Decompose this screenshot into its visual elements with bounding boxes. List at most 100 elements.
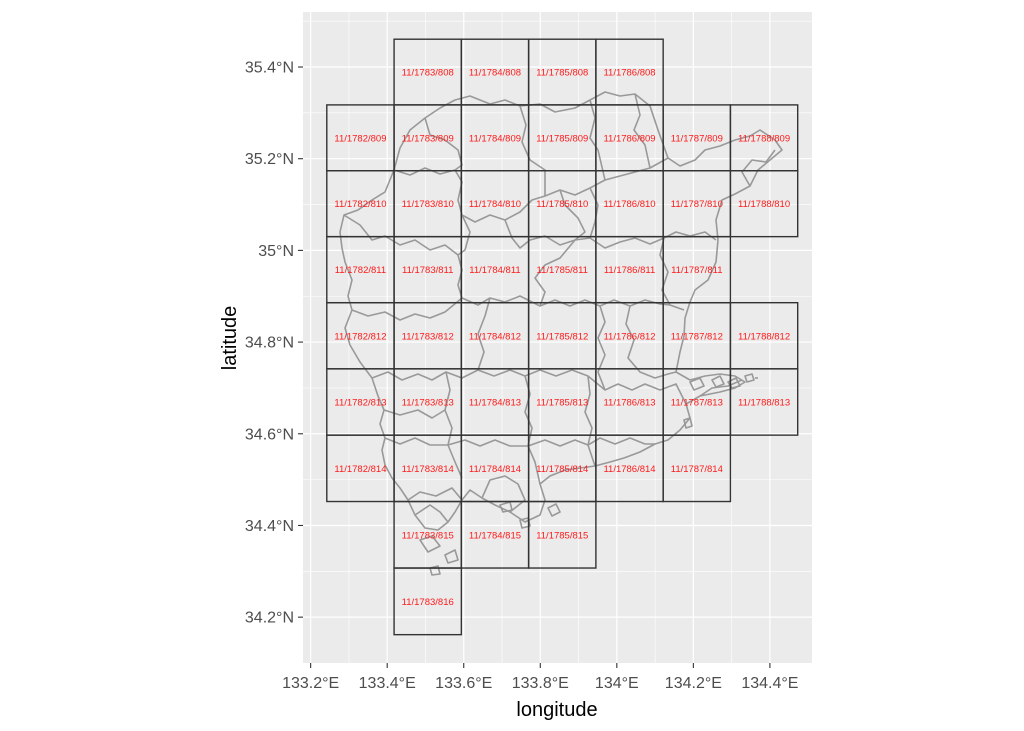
municipal-boundary	[504, 219, 591, 249]
island	[547, 503, 561, 517]
tile-label: 11/1785/810	[536, 199, 588, 210]
tile-label: 11/1783/816	[402, 597, 454, 608]
tile-label: 11/1784/812	[469, 331, 521, 342]
y-tick-label: 34.4°N	[245, 518, 294, 535]
tile-labels: 11/1783/808 11/1784/808 11/1785/808 11/1786…	[334, 68, 790, 608]
tile-label: 11/1785/811	[537, 265, 588, 276]
tile-label: 11/1784/813	[469, 397, 521, 408]
tile-cell	[527, 500, 597, 569]
island	[689, 377, 705, 391]
tile-grid	[326, 38, 799, 636]
x-tick-label: 133.2°E	[282, 675, 339, 692]
tile-label: 11/1788/809	[738, 133, 790, 144]
municipal-boundary	[633, 93, 651, 169]
tile-label: 11/1783/808	[402, 68, 454, 79]
plot-panel	[303, 12, 812, 663]
tile-cell	[662, 434, 732, 503]
tile-label: 11/1784/808	[469, 68, 521, 79]
y-tick-label: 34.6°N	[245, 426, 294, 443]
tile-label: 11/1784/809	[469, 133, 521, 144]
island	[419, 535, 441, 553]
tile-label: 11/1783/811	[402, 265, 453, 276]
municipal-boundary	[524, 375, 541, 485]
municipal-boundary	[407, 487, 463, 501]
grid-lines	[303, 12, 812, 663]
island	[499, 501, 513, 513]
x-tick-label: 134°E	[595, 675, 639, 692]
tile-label: 11/1782/813	[334, 397, 386, 408]
tile-label: 11/1785/812	[536, 331, 588, 342]
y-axis-title: latitude	[219, 306, 241, 371]
municipal-boundary	[414, 504, 449, 523]
tile-label: 11/1787/811	[671, 265, 722, 276]
y-tick-label: 35°N	[258, 243, 294, 260]
tile-label: 11/1788/812	[738, 331, 790, 342]
tile-label: 11/1783/809	[402, 133, 454, 144]
municipal-boundary	[393, 157, 669, 223]
tile-label: 11/1786/809	[603, 133, 655, 144]
tile-label: 11/1784/810	[469, 199, 521, 210]
tile-cell	[729, 170, 799, 238]
tile-cell	[393, 567, 463, 636]
island	[429, 565, 441, 576]
tile-label: 11/1787/814	[671, 464, 723, 475]
y-tick-label: 34.8°N	[245, 335, 294, 352]
y-tick-label: 35.2°N	[245, 151, 294, 168]
tile-label: 11/1788/810	[738, 199, 790, 210]
tile-label: 11/1783/815	[402, 530, 454, 541]
municipal-boundary	[659, 237, 685, 311]
tile-label: 11/1788/813	[738, 397, 790, 408]
municipal-boundary	[534, 189, 586, 307]
tile-label: 11/1785/809	[536, 133, 588, 144]
island	[683, 417, 693, 429]
municipal-boundary	[741, 149, 776, 187]
municipal-boundary	[625, 305, 677, 379]
tile-label: 11/1787/813	[671, 397, 723, 408]
island	[711, 375, 725, 388]
municipal-boundary	[589, 99, 606, 181]
island	[744, 373, 755, 383]
municipal-boundary	[699, 379, 743, 397]
tile-label: 11/1785/808	[536, 68, 588, 79]
tile-label: 11/1786/814	[603, 464, 655, 475]
municipal-boundary	[444, 371, 463, 479]
x-tick-label: 134.4°E	[741, 675, 798, 692]
x-tick-label: 133.6°E	[435, 675, 492, 692]
municipal-boundary	[584, 375, 596, 467]
tile-label: 11/1782/812	[334, 331, 386, 342]
island	[519, 517, 531, 529]
tile-label: 11/1784/814	[469, 464, 521, 475]
y-tick-label: 34.2°N	[245, 610, 294, 627]
island	[444, 549, 459, 564]
tile-label: 11/1784/811	[469, 265, 520, 276]
tile-label: 11/1783/814	[402, 464, 454, 475]
tile-label: 11/1783/813	[402, 397, 454, 408]
tile-label: 11/1785/815	[536, 530, 588, 541]
tile-label: 11/1787/810	[671, 199, 723, 210]
tile-label: 11/1786/813	[603, 397, 655, 408]
tile-label: 11/1786/811	[604, 265, 655, 276]
tile-label: 11/1784/815	[469, 530, 521, 541]
municipal-boundary	[371, 369, 687, 405]
x-axis-title: longitude	[516, 699, 597, 721]
tile-label: 11/1787/812	[671, 331, 723, 342]
tile-label: 11/1786/810	[603, 199, 655, 210]
tile-label: 11/1782/814	[334, 464, 386, 475]
tile-label: 11/1786/812	[603, 331, 655, 342]
tile-label: 11/1783/812	[402, 331, 454, 342]
municipal-boundary	[519, 105, 546, 196]
tile-label: 11/1785/814	[536, 464, 588, 475]
municipal-boundary	[597, 305, 606, 391]
axes: 133.2°E 133.4°E 133.6°E 133.8°E 134°E 134.2°E…	[245, 60, 799, 692]
x-tick-label: 134.2°E	[665, 675, 722, 692]
tile-cell	[729, 368, 799, 436]
tile-label: 11/1783/810	[402, 199, 454, 210]
x-tick-label: 133.4°E	[359, 675, 416, 692]
tile-label: 11/1782/810	[334, 199, 386, 210]
y-tick-label: 35.4°N	[245, 60, 294, 77]
municipal-boundary	[477, 297, 491, 371]
tile-label: 11/1787/809	[671, 133, 723, 144]
tile-label: 11/1782/811	[335, 265, 386, 276]
x-tick-label: 133.8°E	[512, 675, 569, 692]
